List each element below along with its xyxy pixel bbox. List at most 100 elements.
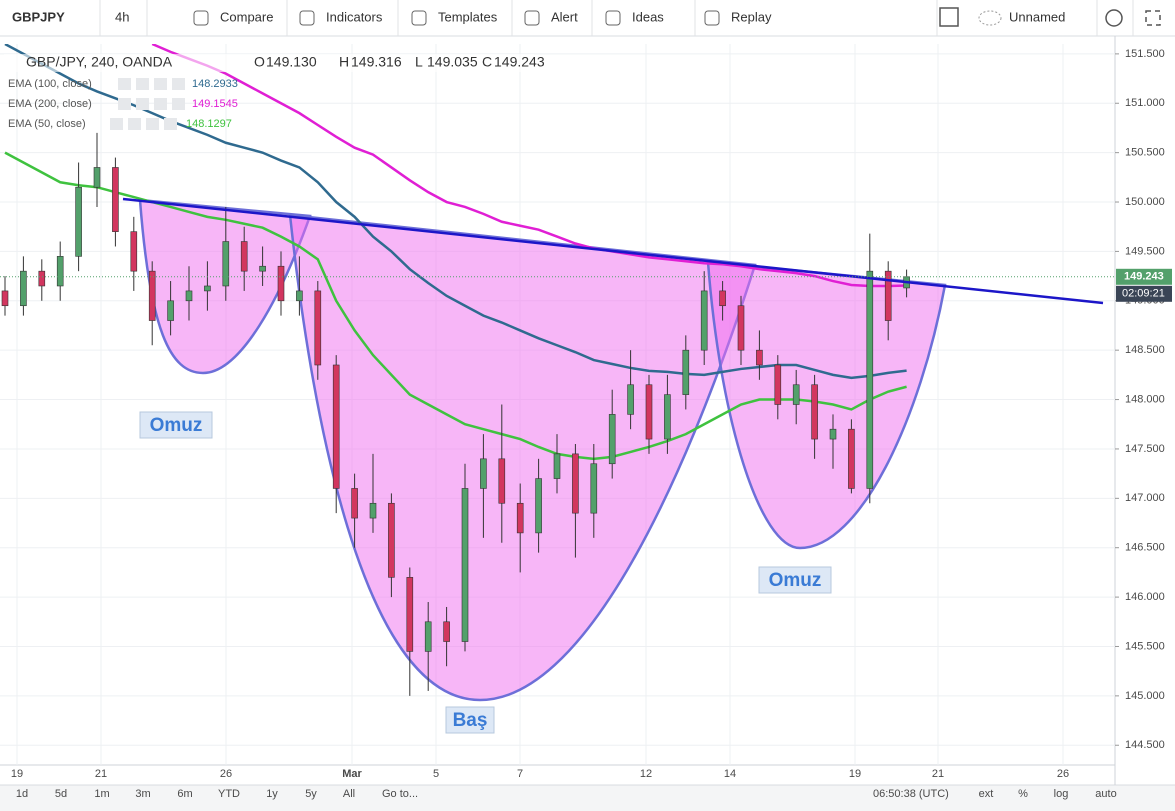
clock: 06:50:38 (UTC) (873, 788, 949, 800)
candle-body (700, 290, 708, 351)
toolbar-item[interactable]: Ideas (632, 9, 664, 24)
y-tick-label: 151.000 (1125, 97, 1165, 109)
toolbar-item[interactable]: Alert (551, 9, 578, 24)
range-button[interactable]: 1y (266, 788, 278, 800)
candle-body (848, 428, 855, 489)
legend-icon[interactable] (164, 118, 177, 130)
range-button[interactable]: All (343, 788, 355, 800)
legend-name: EMA (50, close) (8, 118, 86, 130)
candle-body (719, 290, 726, 307)
x-tick-label: 26 (1057, 768, 1069, 780)
range-button[interactable]: 6m (177, 788, 192, 800)
candle-body (535, 478, 542, 534)
legend-icon[interactable] (172, 78, 185, 90)
range-button[interactable]: 5d (55, 788, 67, 800)
header-bg (4, 54, 534, 72)
tool-icon (704, 10, 720, 26)
layout-name[interactable]: Unnamed (1009, 9, 1065, 24)
icon[interactable] (939, 7, 959, 27)
candle-body (148, 270, 156, 321)
candle-body (167, 300, 174, 321)
annotation: Baş (453, 710, 488, 731)
goto[interactable]: Go to... (382, 788, 418, 800)
option-button[interactable]: log (1054, 788, 1069, 800)
candle-body (351, 488, 358, 519)
settings-icon[interactable] (1105, 9, 1123, 27)
neckline (122, 197, 1104, 305)
y-tick-label: 145.000 (1125, 690, 1165, 702)
candle-body (424, 621, 432, 652)
candle-body (388, 502, 395, 578)
candle-body (296, 290, 303, 302)
chart-title: GBP/JPY, 240, OANDA (26, 54, 173, 70)
tool-icon (524, 10, 540, 26)
annotation: Omuz (769, 570, 822, 591)
x-tick-label: 21 (95, 768, 107, 780)
range-button[interactable]: 5y (305, 788, 317, 800)
candle-body (185, 290, 193, 302)
candle-body (204, 285, 211, 292)
x-tick-label: 5 (433, 768, 439, 780)
candle-body (112, 167, 119, 232)
legend-icon[interactable] (118, 98, 131, 110)
legend-icon[interactable] (128, 118, 141, 130)
candle-body (332, 364, 340, 489)
x-tick-label: 21 (932, 768, 944, 780)
legend-icon[interactable] (146, 118, 159, 130)
toolbar-item[interactable]: Replay (731, 9, 772, 24)
plot (0, 44, 1115, 765)
y-tick-label: 148.500 (1125, 344, 1165, 356)
legend-icon[interactable] (110, 118, 123, 130)
last-price-tag (1116, 268, 1172, 285)
toolbar-item[interactable]: Indicators (326, 9, 383, 24)
toolbar-item[interactable]: Templates (438, 9, 498, 24)
toolbar-item[interactable]: Compare (220, 9, 273, 24)
symbol[interactable]: GBPJPY (12, 9, 65, 24)
range-button[interactable]: YTD (218, 788, 240, 800)
ohlc-value: 149.035 (427, 54, 478, 70)
range-button[interactable]: 1m (94, 788, 109, 800)
candle-body (369, 502, 377, 519)
candle-body (461, 488, 469, 642)
candle-body (20, 270, 27, 307)
ohlc-key: H (339, 54, 349, 70)
candle-body (608, 414, 616, 465)
candle-body (498, 458, 506, 504)
y-tick-label: 149.500 (1125, 245, 1165, 257)
pattern-shape (288, 213, 757, 702)
tool-icon (605, 10, 621, 26)
range-button[interactable]: 1d (16, 788, 28, 800)
ohlc-key: C (482, 54, 492, 70)
fullscreen-icon[interactable] (1145, 10, 1161, 26)
candle-body (443, 621, 450, 642)
option-button[interactable]: ext (979, 788, 994, 800)
ohlc-value: 149.130 (266, 54, 317, 70)
countdown-tag (1116, 285, 1172, 302)
legend-icon[interactable] (154, 78, 167, 90)
y-tick-label: 151.500 (1125, 48, 1165, 60)
ema-line (151, 44, 907, 288)
tool-icon (411, 10, 427, 26)
y-tick-label: 150.000 (1125, 196, 1165, 208)
candle-body (811, 384, 818, 440)
candle-body (645, 384, 653, 440)
interval[interactable]: 4h (115, 9, 129, 24)
candle-body (1, 290, 9, 307)
candle-body (664, 394, 671, 440)
last-price-label: 149.243 (1124, 271, 1164, 283)
legend-value: 148.2933 (192, 78, 238, 90)
option-button[interactable]: % (1018, 788, 1028, 800)
legend-icon[interactable] (136, 98, 149, 110)
x-tick-label: 19 (11, 768, 23, 780)
legend-icon[interactable] (118, 78, 131, 90)
annotation-box (758, 566, 832, 594)
candle-body (553, 453, 561, 479)
option-button[interactable]: auto (1095, 788, 1116, 800)
range-button[interactable]: 3m (135, 788, 150, 800)
ema-line (4, 44, 907, 380)
legend-icon[interactable] (136, 78, 149, 90)
legend-icon[interactable] (172, 98, 185, 110)
legend-icon[interactable] (154, 98, 167, 110)
legend-value: 148.1297 (186, 118, 232, 130)
